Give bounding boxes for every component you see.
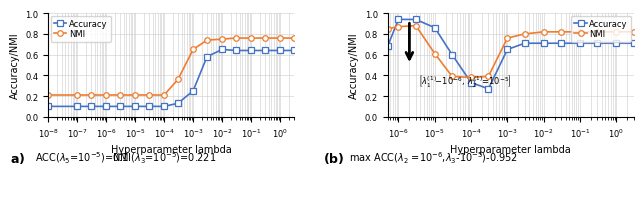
Accuracy — [189, 90, 197, 93]
Line: Accuracy: Accuracy — [45, 47, 297, 110]
NMI — [448, 76, 456, 78]
Line: NMI: NMI — [385, 24, 636, 81]
Accuracy — [290, 50, 298, 53]
NMI — [102, 94, 110, 97]
NMI — [160, 94, 168, 97]
X-axis label: Hyperparameter lambda: Hyperparameter lambda — [450, 145, 571, 155]
NMI — [145, 94, 153, 97]
Text: NMI($\lambda_3$=10$^{-5}$)=0.221: NMI($\lambda_3$=10$^{-5}$)=0.221 — [112, 150, 216, 165]
Accuracy — [218, 49, 226, 51]
NMI — [174, 79, 182, 81]
Accuracy — [44, 106, 52, 108]
Accuracy — [87, 106, 95, 108]
NMI — [131, 94, 139, 97]
Accuracy — [630, 43, 637, 45]
Accuracy — [232, 50, 240, 53]
Line: NMI: NMI — [45, 36, 297, 98]
Accuracy — [384, 46, 392, 48]
Accuracy — [276, 50, 284, 53]
Text: max ACC($\lambda_2$ =10$^{-6}$,$\lambda_3$-10$^{-5}$)-0.952: max ACC($\lambda_2$ =10$^{-6}$,$\lambda_… — [349, 150, 518, 165]
Legend: Accuracy, NMI: Accuracy, NMI — [51, 17, 111, 42]
Accuracy — [247, 50, 255, 53]
NMI — [189, 49, 197, 51]
Accuracy — [612, 43, 620, 45]
Y-axis label: Accuracy/NMI: Accuracy/NMI — [349, 33, 359, 99]
Accuracy — [116, 106, 124, 108]
NMI — [247, 38, 255, 40]
NMI — [484, 76, 492, 78]
Line: Accuracy: Accuracy — [385, 18, 636, 92]
Accuracy — [467, 82, 475, 84]
NMI — [593, 32, 601, 34]
NMI — [557, 32, 565, 34]
Accuracy — [540, 43, 547, 45]
NMI — [87, 94, 95, 97]
Accuracy — [504, 49, 511, 51]
NMI — [218, 39, 226, 41]
NMI — [412, 25, 420, 28]
NMI — [540, 32, 547, 34]
Accuracy — [576, 43, 584, 45]
Accuracy — [73, 106, 81, 108]
NMI — [73, 94, 81, 97]
Y-axis label: Accuracy/NMI: Accuracy/NMI — [10, 33, 19, 99]
Accuracy — [448, 54, 456, 57]
Text: ACC($\lambda_5$=10$^{-5}$)=0.1: ACC($\lambda_5$=10$^{-5}$)=0.1 — [35, 150, 129, 165]
Accuracy — [261, 50, 269, 53]
NMI — [630, 32, 637, 34]
Accuracy — [160, 106, 168, 108]
NMI — [521, 34, 529, 36]
NMI — [504, 38, 511, 40]
Accuracy — [412, 19, 420, 22]
Accuracy — [484, 88, 492, 90]
NMI — [116, 94, 124, 97]
X-axis label: Hyperparameter lambda: Hyperparameter lambda — [111, 145, 232, 155]
Text: $\left[\lambda_1^{(1)}\!\!-\!10^{-6},\;\lambda_2^{(1)}\!\!=\!10^{-5}\right]$: $\left[\lambda_1^{(1)}\!\!-\!10^{-6},\;\… — [418, 73, 512, 89]
Accuracy — [521, 43, 529, 45]
NMI — [203, 40, 211, 42]
Accuracy — [174, 103, 182, 105]
Accuracy — [131, 106, 139, 108]
Accuracy — [203, 56, 211, 59]
NMI — [612, 32, 620, 34]
NMI — [232, 38, 240, 40]
Text: $\mathbf{a}$): $\mathbf{a}$) — [10, 150, 25, 165]
Text: $\mathbf{(b)}$: $\mathbf{(b)}$ — [323, 150, 344, 165]
Accuracy — [102, 106, 110, 108]
Accuracy — [557, 43, 565, 45]
NMI — [276, 38, 284, 40]
NMI — [395, 26, 403, 29]
Accuracy — [145, 106, 153, 108]
NMI — [44, 94, 52, 97]
Accuracy — [593, 43, 601, 45]
Accuracy — [395, 19, 403, 22]
NMI — [384, 28, 392, 31]
NMI — [467, 77, 475, 79]
Accuracy — [431, 27, 438, 30]
NMI — [261, 38, 269, 40]
NMI — [576, 32, 584, 34]
NMI — [431, 53, 438, 56]
Legend: Accuracy, NMI: Accuracy, NMI — [571, 17, 631, 42]
NMI — [290, 38, 298, 40]
